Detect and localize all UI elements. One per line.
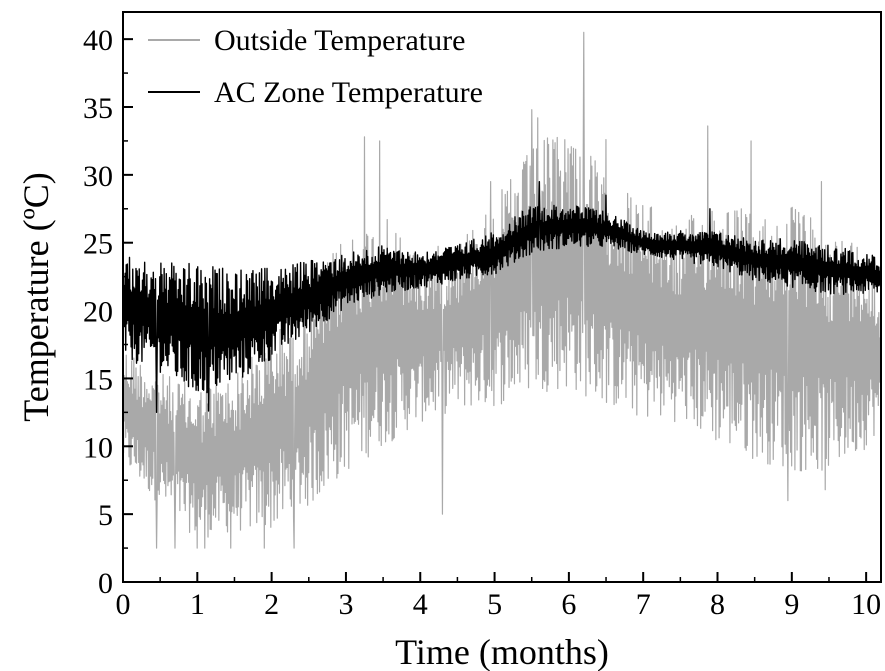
plot-frame [122,11,882,583]
y-tick-label: 15 [83,363,113,396]
x-tick-label: 10 [851,588,881,621]
y-tick-label: 40 [83,24,113,57]
x-tick-label: 8 [710,588,725,621]
x-axis-title: Time (months) [395,632,609,671]
x-axis-ticks: 0 1 2 3 4 5 6 7 8 9 10 [116,572,881,621]
x-tick-label: 0 [116,588,131,621]
y-tick-label: 0 [98,567,113,600]
y-axis-ticks: 0 5 10 15 20 25 30 35 40 [83,24,133,600]
outside-temperature-line [122,31,882,549]
y-tick-label: 30 [83,160,113,193]
y-tick-label: 20 [83,296,113,329]
x-tick-label: 4 [413,588,428,621]
y-tick-label: 10 [83,431,113,464]
x-tick-label: 5 [487,588,502,621]
x-tick-label: 7 [636,588,651,621]
ac-zone-temperature-line [122,180,882,414]
x-tick-label: 1 [190,588,205,621]
legend-label-outside: Outside Temperature [214,24,465,57]
legend: Outside Temperature AC Zone Temperature [148,24,483,109]
x-tick-label: 9 [784,588,799,621]
x-tick-label: 6 [561,588,576,621]
y-axis-title: Temperature (ºC) [16,172,56,422]
axes [122,11,882,583]
x-tick-label: 2 [264,588,279,621]
legend-label-ac-zone: AC Zone Temperature [214,76,483,109]
y-tick-label: 25 [83,228,113,261]
y-tick-label: 5 [98,499,113,532]
y-tick-label: 35 [83,92,113,125]
x-tick-label: 3 [338,588,353,621]
plot-lines [122,31,882,549]
